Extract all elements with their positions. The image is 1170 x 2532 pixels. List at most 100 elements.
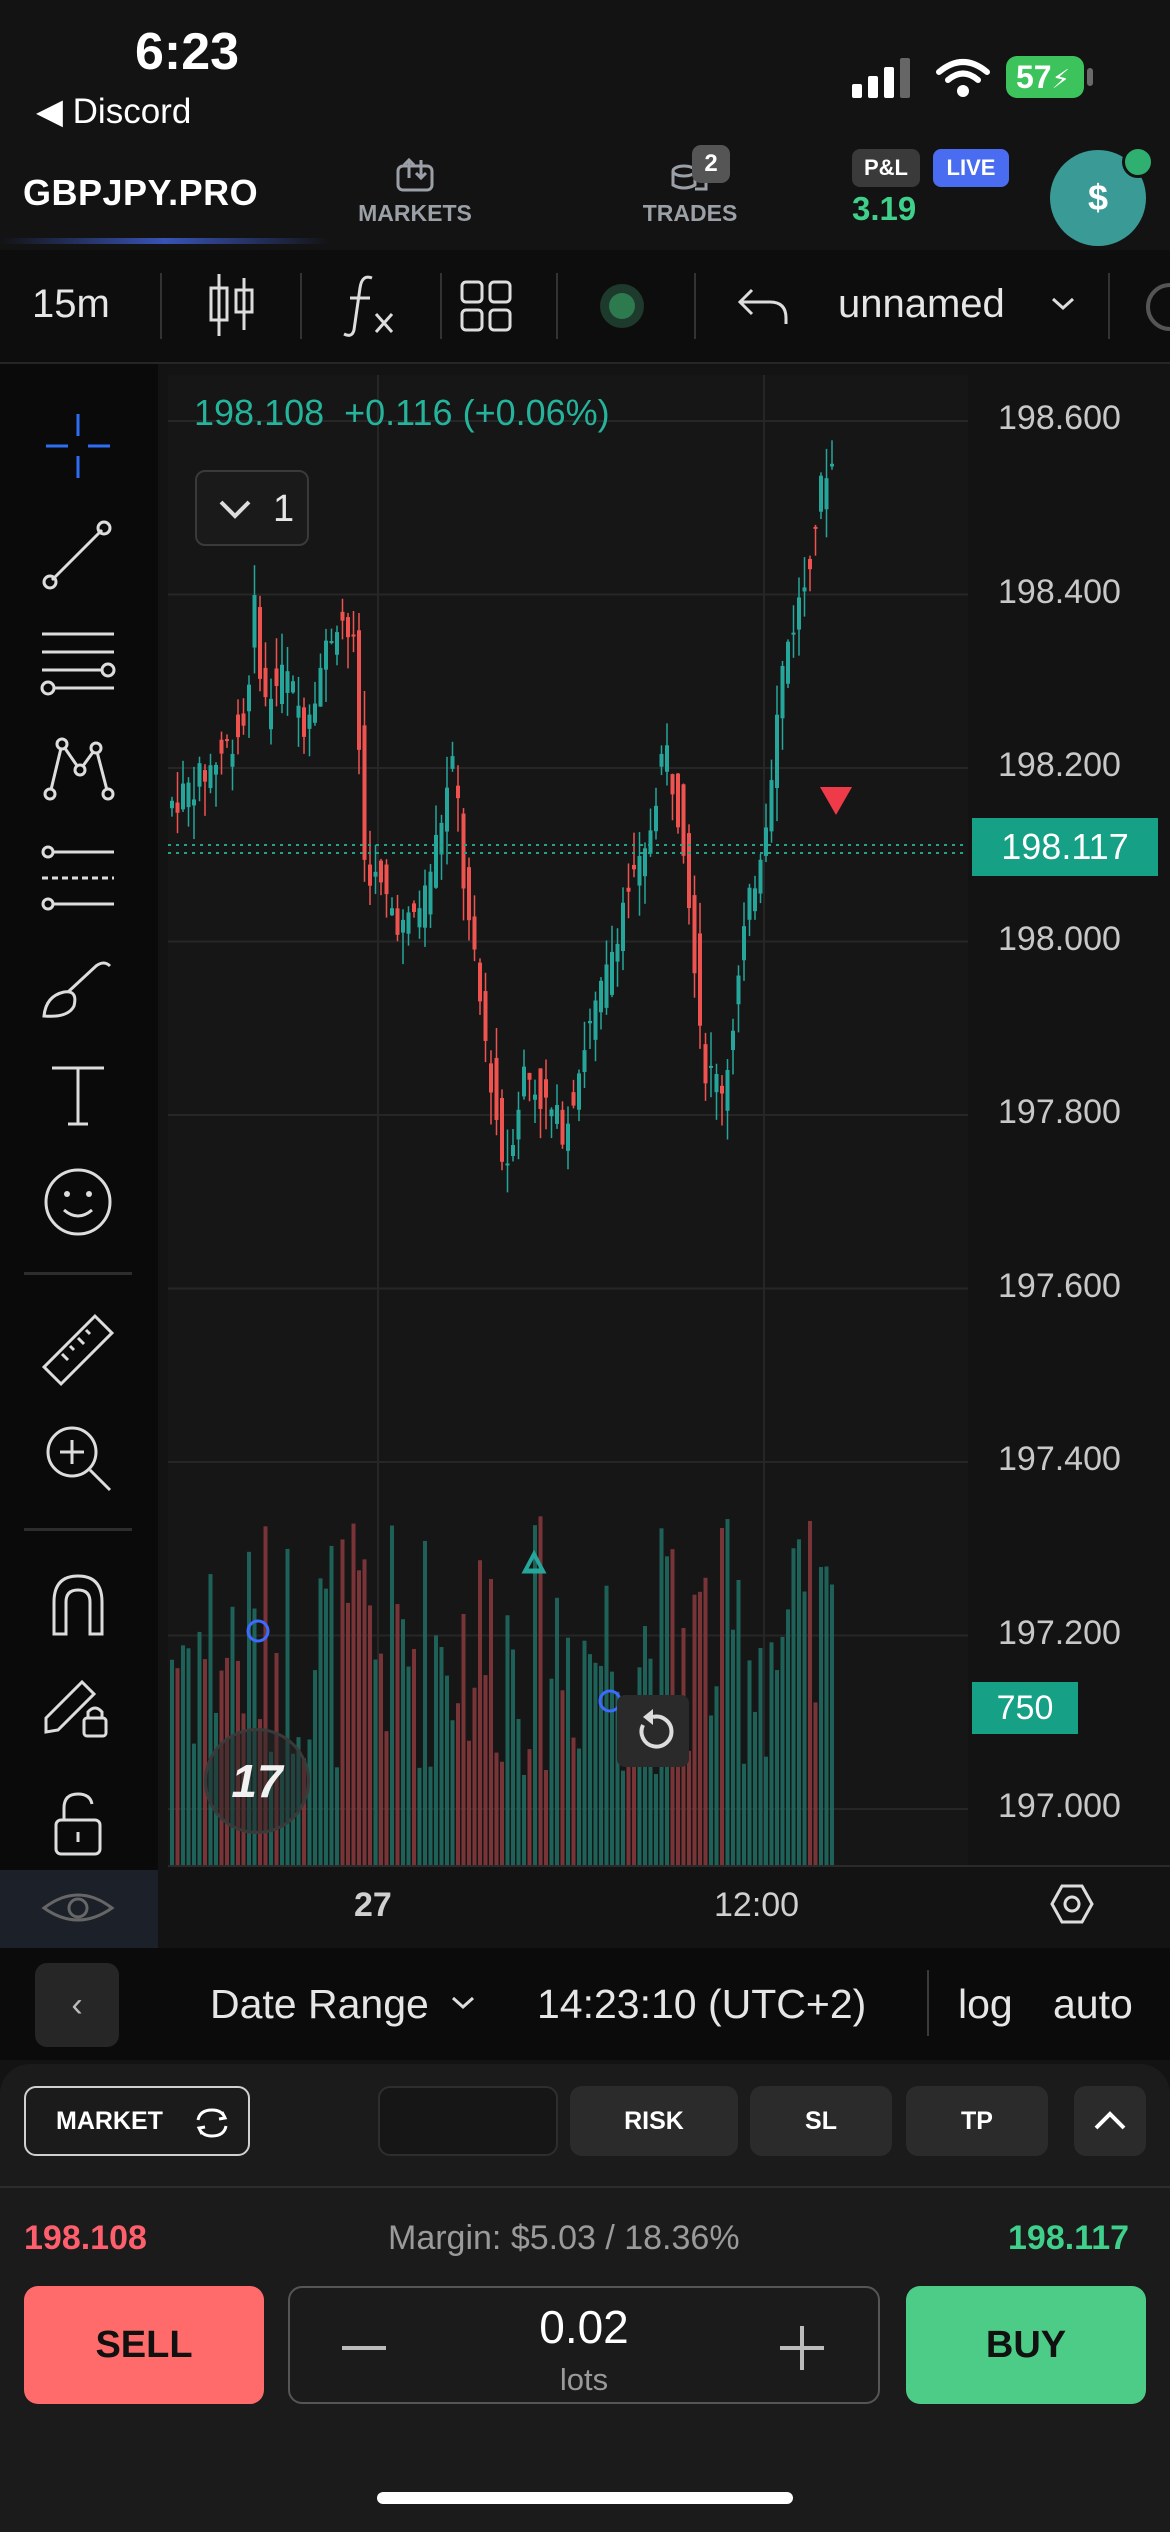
volume-bar: [324, 1588, 328, 1865]
text-tool-icon[interactable]: [38, 1054, 118, 1134]
lots-unit-label: lots: [559, 2362, 609, 2397]
volume-bar: [186, 1648, 191, 1865]
decrease-lots-button[interactable]: [340, 2324, 388, 2372]
volume-bar: [786, 1609, 790, 1865]
order-type-market-button[interactable]: MARKET: [24, 2086, 250, 2156]
volume-bar: [489, 1578, 493, 1865]
price-tick-label: 197.400: [998, 1440, 1121, 1478]
volume-bar: [170, 1659, 174, 1865]
pattern-tool-icon[interactable]: [38, 730, 118, 810]
trend-line-icon[interactable]: [38, 514, 118, 594]
candle-body: [571, 1092, 576, 1106]
expand-panel-button[interactable]: [1074, 2086, 1146, 2156]
volume-bar: [791, 1548, 796, 1865]
settings-gear-icon[interactable]: [1140, 282, 1170, 332]
sell-marker-icon: [820, 787, 852, 815]
volume-bar: [357, 1570, 361, 1865]
candle-body: [368, 864, 372, 886]
lock-drawings-pencil-icon[interactable]: [38, 1666, 118, 1746]
volume-bar: [830, 1584, 834, 1865]
unlock-icon[interactable]: [38, 1784, 118, 1864]
reset-chart-button[interactable]: [617, 1695, 689, 1767]
toolbar-divider: [1108, 273, 1110, 339]
candle-body: [357, 630, 361, 750]
interval-selector[interactable]: 15m: [32, 282, 110, 326]
volume-bar: [192, 1743, 196, 1865]
time-tick-label: 12:00: [714, 1886, 800, 1924]
increase-lots-button[interactable]: [778, 2324, 826, 2372]
candle-body: [725, 1069, 730, 1111]
candle-body: [296, 705, 301, 718]
price-chart[interactable]: [168, 375, 1170, 1865]
stop-loss-button[interactable]: SL: [750, 2086, 892, 2156]
candle-body: [412, 903, 416, 912]
volume-bar: [615, 1691, 620, 1865]
indicators-fx-icon[interactable]: [340, 270, 400, 340]
layout-name-selector[interactable]: unnamed: [838, 282, 1005, 326]
layout-grid-icon[interactable]: [458, 278, 514, 334]
candle-body: [802, 587, 807, 592]
volume-bar: [417, 1767, 422, 1865]
candle-body: [203, 770, 207, 782]
volume-bar: [538, 1516, 543, 1865]
quantity-input-blank[interactable]: [378, 2086, 558, 2156]
candle-body: [698, 933, 702, 1026]
magnet-icon[interactable]: [38, 1564, 118, 1644]
volume-bar: [621, 1770, 625, 1865]
timezone-clock[interactable]: 14:23:10 (UTC+2): [537, 1981, 867, 2027]
markets-tab[interactable]: MARKETS: [350, 150, 480, 230]
eye-visibility-icon[interactable]: [38, 1876, 118, 1938]
chevron-down-icon[interactable]: [1050, 296, 1076, 312]
candle-body: [599, 980, 603, 1013]
volume-bar: [593, 1662, 598, 1865]
cellular-signal-icon: [852, 58, 910, 98]
buy-button[interactable]: BUY: [906, 2286, 1146, 2404]
trades-tab[interactable]: 2 TRADES: [630, 145, 750, 230]
candle-body: [291, 681, 295, 693]
emoji-icon[interactable]: [38, 1162, 118, 1242]
price-tick-label: 197.600: [998, 1266, 1121, 1305]
volume-bar: [533, 1525, 537, 1865]
symbol-selector[interactable]: GBPJPY.PRO: [23, 172, 259, 213]
tradingview-logo: 17: [204, 1728, 310, 1834]
zoom-in-icon[interactable]: [38, 1418, 118, 1498]
live-account-badge[interactable]: LIVE: [933, 149, 1009, 187]
auto-scale-toggle[interactable]: auto: [1053, 1981, 1133, 2027]
fib-retracement-icon[interactable]: [38, 622, 118, 702]
replay-status-icon[interactable]: [598, 282, 646, 330]
time-axis[interactable]: [168, 1865, 1170, 1947]
crosshair-icon[interactable]: [38, 406, 118, 486]
volume-bar: [516, 1718, 521, 1865]
candle-body: [351, 634, 356, 637]
candles-chart-type-icon[interactable]: [206, 270, 258, 340]
chevron-left-icon: ‹: [71, 1986, 83, 2024]
brush-icon[interactable]: [38, 946, 118, 1026]
legend-toggle[interactable]: 1: [195, 470, 309, 546]
collapse-panel-button[interactable]: ‹: [35, 1963, 119, 2047]
volume-bar: [423, 1540, 427, 1865]
markets-icon: [396, 157, 434, 192]
chevron-down-icon[interactable]: [450, 1995, 476, 2011]
candle-body: [313, 703, 317, 723]
take-profit-button[interactable]: TP: [906, 2086, 1048, 2156]
candle-body: [769, 780, 774, 832]
candle-body: [775, 714, 779, 788]
date-range-selector[interactable]: Date Range: [210, 1981, 429, 2027]
candle-body: [527, 1072, 532, 1080]
chart-settings-hex-icon[interactable]: [1048, 1880, 1096, 1928]
ruler-measure-icon[interactable]: [38, 1310, 118, 1390]
volume-bar: [329, 1545, 334, 1865]
back-to-app-link[interactable]: ◀ Discord: [36, 92, 192, 131]
lots-value[interactable]: 0.02: [539, 2301, 629, 2353]
event-marker-icon[interactable]: [246, 1619, 270, 1643]
forecasting-tool-icon[interactable]: [38, 838, 118, 918]
sell-button[interactable]: SELL: [24, 2286, 264, 2404]
log-scale-toggle[interactable]: log: [958, 1981, 1013, 2027]
volume-bar: [736, 1579, 741, 1865]
candle-body: [544, 1079, 548, 1098]
undo-icon[interactable]: [736, 282, 790, 330]
chevron-down-icon: [219, 500, 251, 519]
candle-body: [648, 830, 653, 854]
candle-body: [582, 1050, 587, 1073]
risk-button[interactable]: RISK: [570, 2086, 738, 2156]
